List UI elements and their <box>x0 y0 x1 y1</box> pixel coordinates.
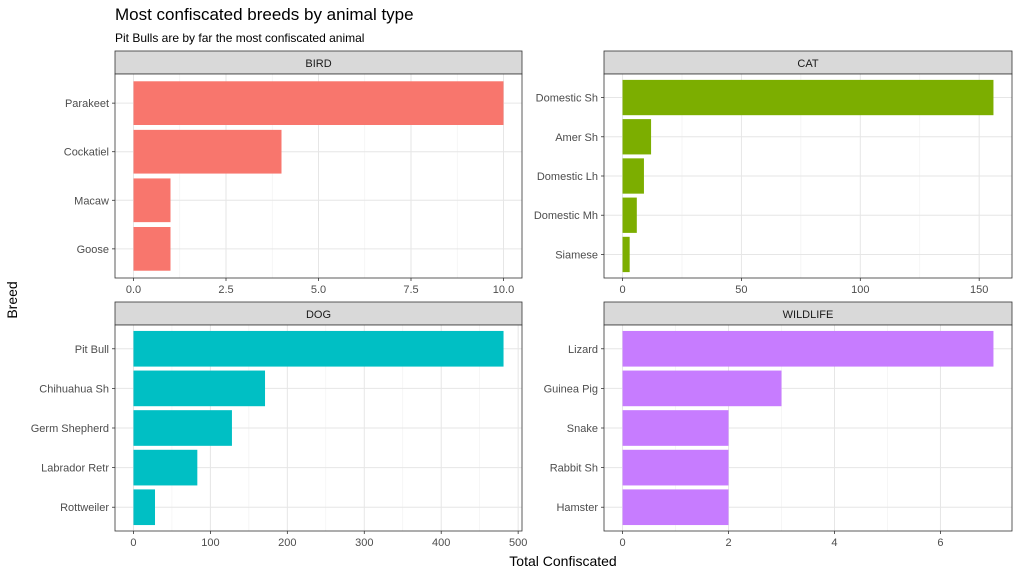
bar-wildlife-hamster <box>622 489 729 526</box>
strip-label-cat: CAT <box>797 58 818 70</box>
y-tick-label: Amer Sh <box>555 132 598 144</box>
bar-wildlife-rabbit-sh <box>622 449 729 486</box>
bar-bird-parakeet <box>133 81 504 125</box>
bar-bird-cockatiel <box>133 129 282 174</box>
bar-cat-domestic-lh <box>622 158 644 194</box>
x-axis-title: Total Confiscated <box>509 553 616 569</box>
y-tick-label: Siamese <box>555 249 598 261</box>
x-tick-label: 4 <box>831 537 837 549</box>
y-tick-label: Rabbit Sh <box>550 463 598 475</box>
facet-panels: BIRD Parakeet Cockatiel Macaw Goose 0.0 2.5 5.0… <box>31 50 1013 549</box>
y-tick-label: Snake <box>567 423 598 435</box>
x-tick-label: 0 <box>130 537 136 549</box>
strip-label-wildlife: WILDLIFE <box>783 309 834 321</box>
y-tick-label: Domestic Mh <box>534 210 598 222</box>
strip-label-dog: DOG <box>306 309 331 321</box>
y-tick-label: Cockatiel <box>64 147 109 159</box>
x-tick-label: 500 <box>509 537 527 549</box>
x-tick-label: 100 <box>201 537 219 549</box>
y-tick-label: Labrador Retr <box>41 463 109 475</box>
y-axis-title: Breed <box>4 281 20 318</box>
x-tick-label: 6 <box>937 537 943 549</box>
bar-bird-goose <box>133 227 171 271</box>
bar-cat-domestic-sh <box>622 79 994 116</box>
x-tick-label: 150 <box>970 284 988 296</box>
chart-subtitle: Pit Bulls are by far the most confiscate… <box>115 31 364 45</box>
strip-label-bird: BIRD <box>305 58 331 70</box>
bar-wildlife-snake <box>622 410 729 446</box>
bar-bird-macaw <box>133 178 171 223</box>
y-tick-label: Hamster <box>556 502 598 514</box>
y-tick-label: Rottweiler <box>60 502 109 514</box>
x-tick-label: 2.5 <box>218 284 233 296</box>
bar-cat-amer-sh <box>622 119 652 155</box>
x-tick-label: 5.0 <box>311 284 326 296</box>
facet-cat: CAT Domestic Sh Amer Sh Domestic Lh Domestic… <box>534 50 1013 296</box>
bar-cat-siamese <box>622 236 630 273</box>
bar-cat-domestic-mh <box>622 197 637 233</box>
bar-wildlife-guinea-pig <box>622 370 782 407</box>
y-tick-label: Parakeet <box>65 98 109 110</box>
x-tick-label: 7.5 <box>403 284 418 296</box>
y-tick-label: Domestic Lh <box>537 171 598 183</box>
facet-wildlife: WILDLIFE Lizard Guinea Pig Snake Rabbit Sh Ha… <box>544 301 1013 549</box>
y-tick-label: Germ Shepherd <box>31 423 109 435</box>
facet-bird: BIRD Parakeet Cockatiel Macaw Goose 0.0 2.5 5.0… <box>64 50 523 296</box>
bar-dog-pit-bull <box>133 330 504 367</box>
x-tick-label: 200 <box>278 537 296 549</box>
x-tick-label: 50 <box>735 284 747 296</box>
chart-title: Most confiscated breeds by animal type <box>115 5 414 24</box>
bar-wildlife-lizard <box>622 330 994 367</box>
bar-dog-labrador-retr <box>133 449 198 486</box>
x-tick-label: 300 <box>355 537 373 549</box>
bar-dog-rottweiler <box>133 489 156 526</box>
x-tick-label: 100 <box>851 284 869 296</box>
y-tick-label: Lizard <box>568 344 598 356</box>
y-tick-label: Guinea Pig <box>544 383 598 395</box>
y-tick-label: Domestic Sh <box>536 93 598 105</box>
bar-dog-germ-shepherd <box>133 410 232 446</box>
x-tick-label: 0.0 <box>126 284 141 296</box>
x-tick-label: 0 <box>619 537 625 549</box>
y-tick-label: Macaw <box>74 195 109 207</box>
y-tick-label: Pit Bull <box>75 344 109 356</box>
x-tick-label: 0 <box>619 284 625 296</box>
y-tick-label: Chihuahua Sh <box>39 383 109 395</box>
facet-dog: DOG Pit Bull Chihuahua Sh Germ Shepherd Labr… <box>31 301 527 549</box>
x-tick-label: 400 <box>432 537 450 549</box>
x-tick-label: 2 <box>725 537 731 549</box>
y-tick-label: Goose <box>77 244 109 256</box>
x-tick-label: 10.0 <box>493 284 514 296</box>
bar-dog-chihuahua-sh <box>133 370 266 407</box>
